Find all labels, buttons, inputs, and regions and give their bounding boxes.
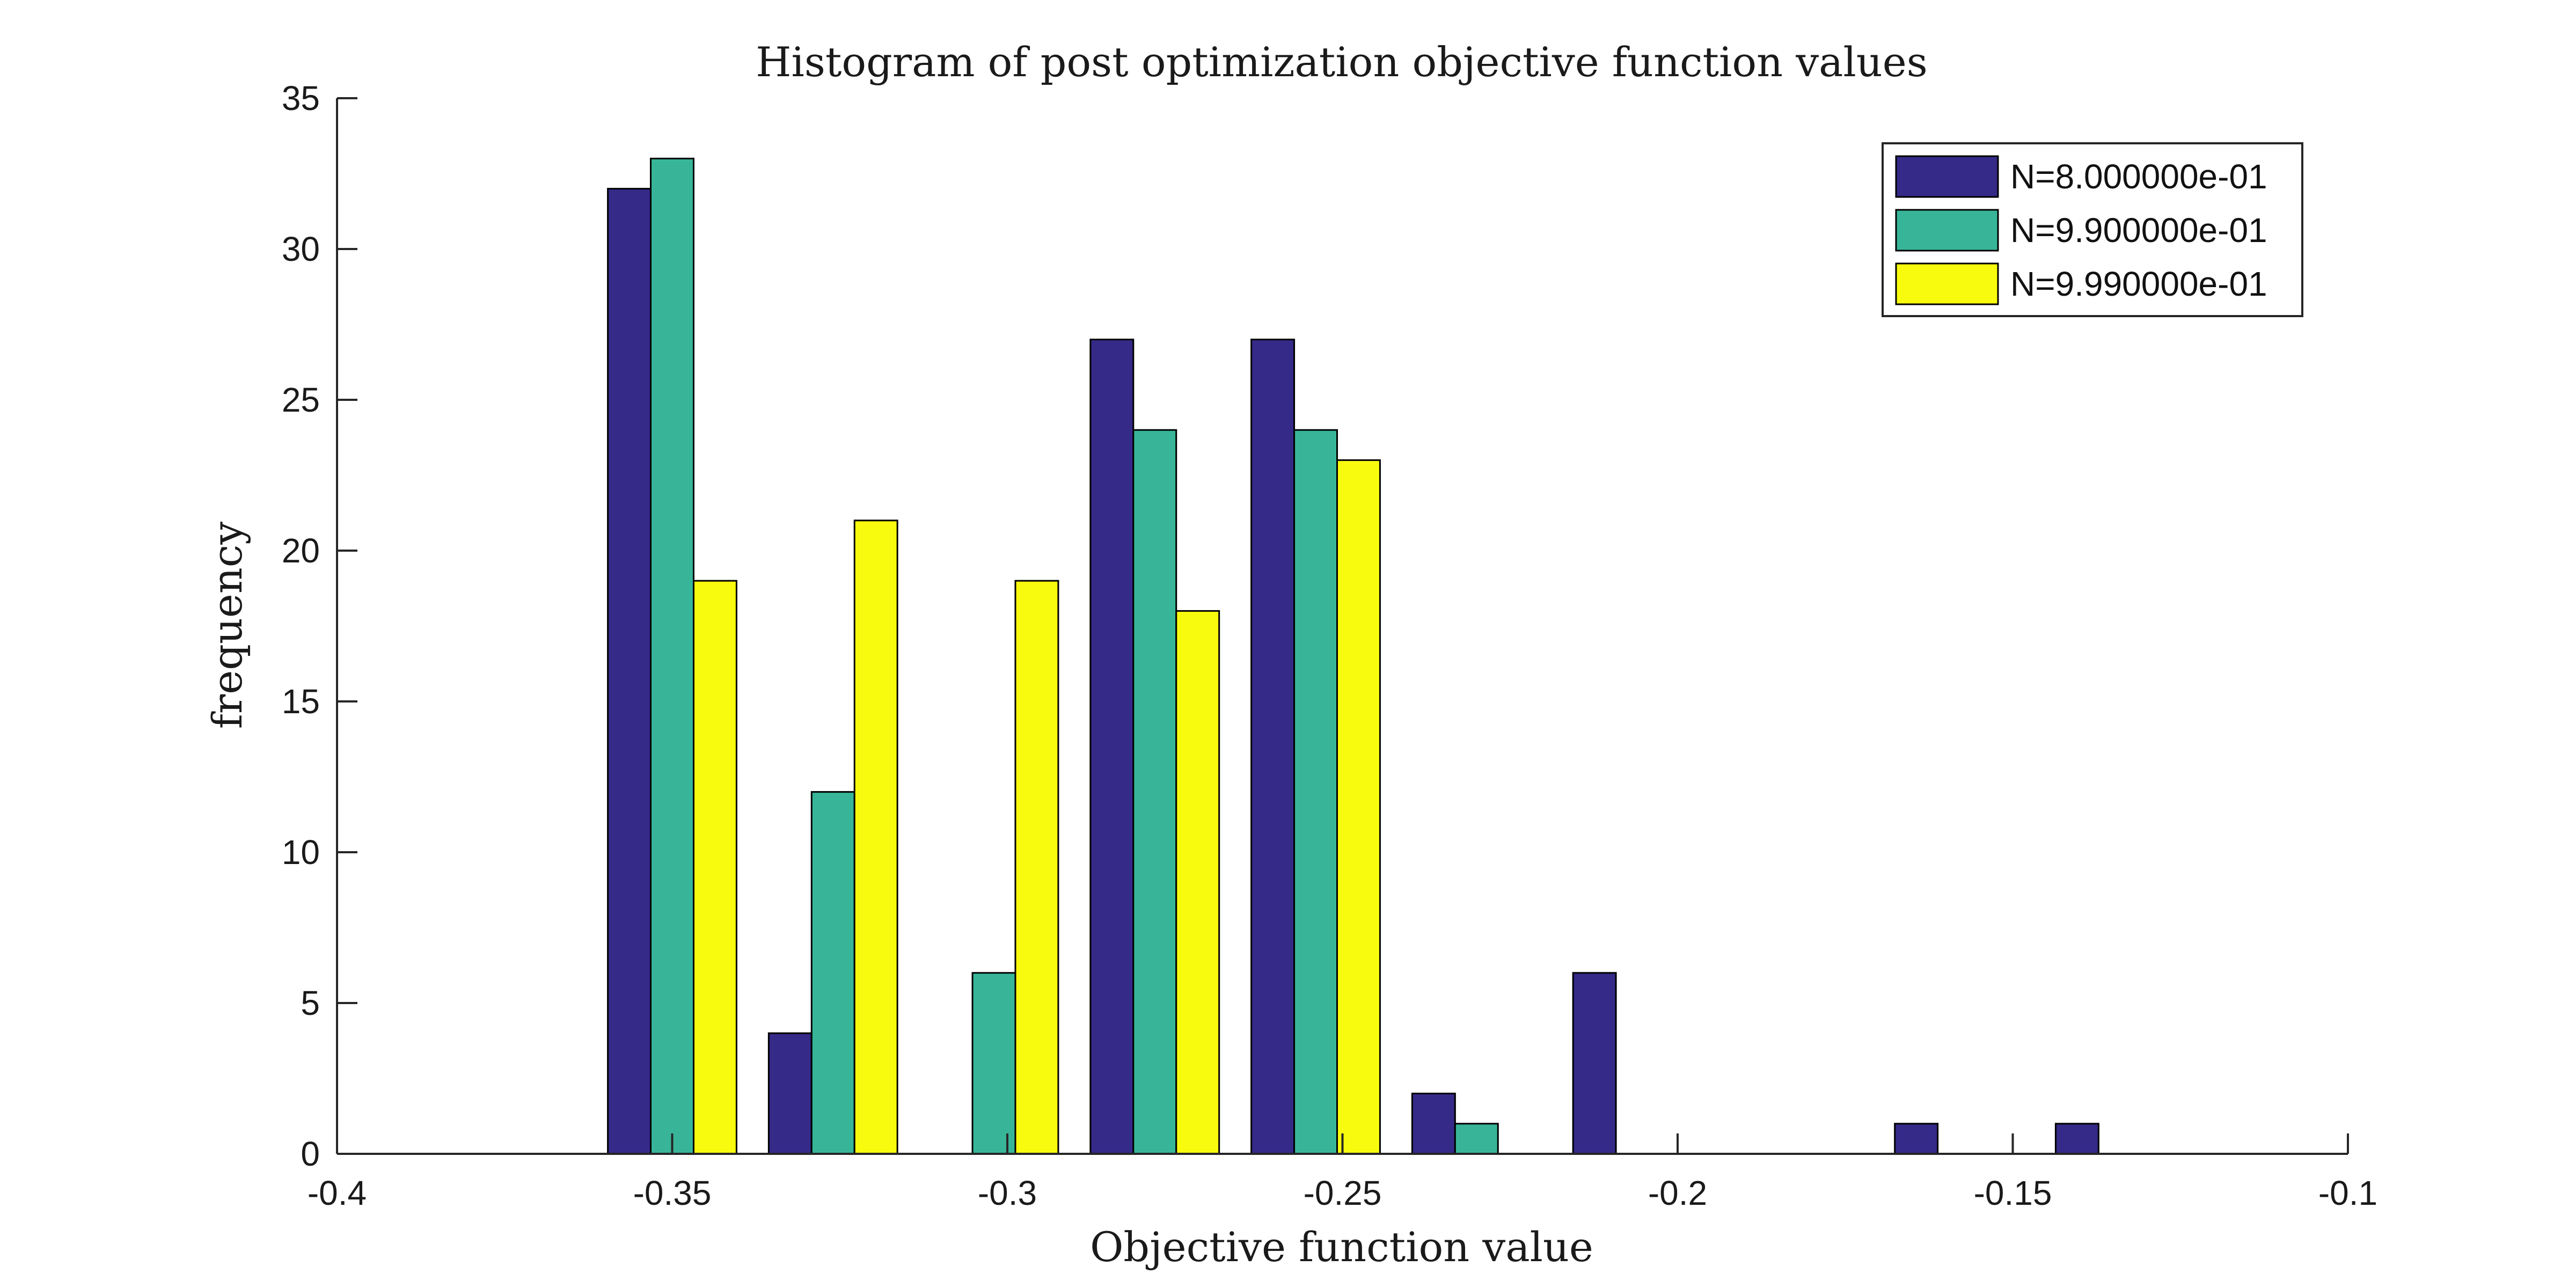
bar-series-2-bin-4: [1132, 429, 1177, 1155]
y-tick-label: 15: [282, 682, 320, 721]
y-tick-label: 25: [282, 380, 320, 419]
legend-swatch-1: [1895, 155, 1999, 198]
y-tick-label: 10: [282, 833, 320, 872]
x-tick-label: -0.25: [1304, 1174, 1382, 1212]
x-tick-label: -0.1: [2318, 1174, 2377, 1212]
legend-label-1: N=8.000000e-01: [2010, 157, 2267, 196]
bar-series-1-bin-2: [767, 1032, 813, 1155]
y-tick-label: 30: [282, 230, 320, 268]
bar-series-1-bin-7: [1572, 972, 1617, 1155]
legend-label-3: N=9.990000e-01: [2010, 265, 2267, 303]
x-axis-label: Objective function value: [1090, 1223, 1593, 1271]
legend-swatch-2: [1895, 209, 1999, 252]
y-tick-label: 5: [301, 984, 320, 1022]
y-tick-label: 35: [282, 79, 320, 118]
bar-series-3-bin-2: [853, 519, 898, 1155]
bar-series-1-bin-10: [2054, 1123, 2099, 1155]
x-tick-label: -0.15: [1974, 1174, 2052, 1212]
bar-series-2-bin-3: [971, 972, 1016, 1155]
bar-series-3-bin-4: [1175, 610, 1220, 1155]
x-tick-label: -0.35: [633, 1174, 712, 1212]
bar-series-3-bin-1: [692, 580, 737, 1155]
x-tick-label: -0.2: [1648, 1174, 1707, 1212]
bar-series-1-bin-1: [607, 188, 652, 1155]
bar-series-2-bin-6: [1454, 1123, 1499, 1155]
bar-series-2-bin-2: [810, 791, 855, 1155]
bar-series-1-bin-5: [1250, 339, 1296, 1155]
y-axis-label: frequency: [203, 522, 251, 729]
bar-series-1-bin-9: [1894, 1123, 1939, 1155]
axes-group: 0 5 10 15 20 25 30 35 -0.4 -0.35 -0.3 -0.25 -0.2 -0.1…: [282, 79, 2377, 1212]
legend-label-2: N=9.900000e-01: [2010, 211, 2267, 250]
bar-series-2-bin-1: [650, 157, 694, 1155]
x-tick-label: -0.4: [308, 1174, 367, 1212]
bar-series-1-bin-4: [1089, 339, 1135, 1155]
bars-group: [607, 157, 2099, 1155]
legend: N=8.000000e-01 N=9.900000e-01 N=9.990000e-…: [1882, 142, 2303, 317]
x-tick-label: -0.3: [978, 1174, 1037, 1212]
legend-swatch-3: [1895, 262, 1999, 305]
bar-series-2-bin-5: [1293, 429, 1338, 1155]
bar-series-3-bin-3: [1014, 580, 1059, 1155]
bar-series-3-bin-5: [1336, 459, 1381, 1155]
bar-series-1-bin-6: [1411, 1093, 1456, 1155]
y-tick-label: 0: [301, 1135, 320, 1173]
y-tick-label: 20: [282, 531, 320, 570]
chart-title: Histogram of post optimization objective…: [756, 38, 1927, 86]
